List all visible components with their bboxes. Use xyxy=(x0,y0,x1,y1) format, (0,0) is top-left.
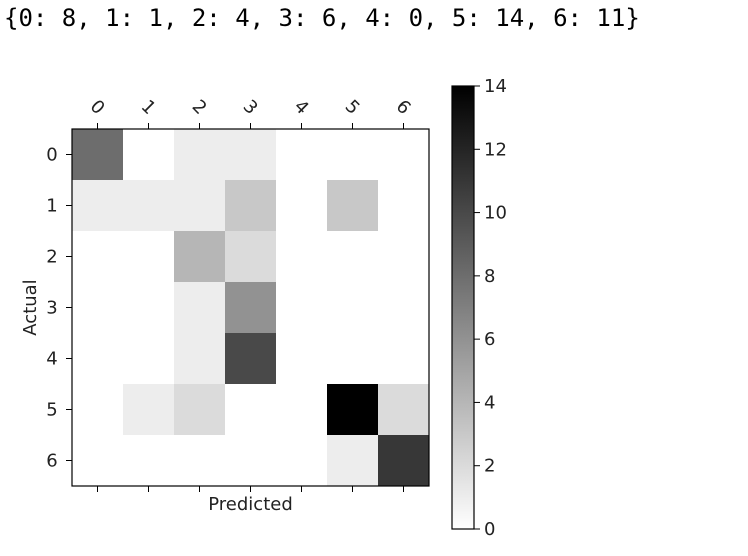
heatmap-cell xyxy=(72,231,123,282)
heatmap-cell xyxy=(276,282,327,333)
heatmap-cell xyxy=(225,282,276,333)
heatmap-cell xyxy=(174,129,225,180)
heatmap-cell xyxy=(225,384,276,435)
x-axis-label: Predicted xyxy=(208,494,293,515)
heatmap-cell xyxy=(378,282,429,333)
heatmap-cell xyxy=(174,231,225,282)
heatmap-cell xyxy=(225,333,276,384)
heatmap-cell xyxy=(327,384,378,435)
colorbar-tick-label: 4 xyxy=(484,392,495,413)
output-dict-text: {0: 8, 1: 1, 2: 4, 3: 6, 4: 0, 5: 14, 6:… xyxy=(4,4,640,32)
y-tick-marks xyxy=(66,154,72,461)
heatmap-cell xyxy=(72,180,123,231)
heatmap-cell xyxy=(72,333,123,384)
colorbar-tick-label: 6 xyxy=(484,329,495,350)
heatmap-cell xyxy=(72,384,123,435)
heatmap-cell xyxy=(276,231,327,282)
heatmap-cell xyxy=(123,129,174,180)
heatmap-cell xyxy=(123,282,174,333)
heatmap-cell xyxy=(174,384,225,435)
colorbar-tick-label: 0 xyxy=(484,519,495,540)
heatmap-cell xyxy=(225,180,276,231)
colorbar-gradient xyxy=(451,85,475,530)
heatmap-cell xyxy=(378,435,429,486)
x-tick-labels: 0 1 2 3 4 5 6 xyxy=(86,96,415,119)
colorbar-tick-label: 2 xyxy=(484,456,495,477)
heatmap-cell xyxy=(225,231,276,282)
heatmap-cell xyxy=(327,333,378,384)
heatmap-cell xyxy=(276,333,327,384)
heatmap-cell xyxy=(378,180,429,231)
colorbar: 0 2 4 6 8 10 12 14 xyxy=(451,76,507,540)
heatmap-cell xyxy=(276,180,327,231)
heatmap-cell xyxy=(327,180,378,231)
heatmap-cell xyxy=(123,180,174,231)
x-tick-label: 1 xyxy=(137,96,160,119)
colorbar-tick-label: 8 xyxy=(484,266,495,287)
heatmap-cell xyxy=(276,435,327,486)
heatmap-cell xyxy=(123,333,174,384)
heatmap-cell xyxy=(327,231,378,282)
x-tick-marks xyxy=(97,123,404,492)
heatmap-cell xyxy=(276,384,327,435)
heatmap-cell xyxy=(378,384,429,435)
heatmap-cell xyxy=(327,435,378,486)
y-tick-label: 1 xyxy=(46,196,57,217)
heatmap-cells xyxy=(72,129,429,486)
y-axis-label: Actual xyxy=(20,279,41,335)
heatmap-cell xyxy=(378,333,429,384)
x-tick-label: 2 xyxy=(188,96,211,119)
heatmap-cell xyxy=(174,333,225,384)
heatmap-cell xyxy=(225,435,276,486)
y-tick-labels: 0 1 2 3 4 5 6 xyxy=(46,145,57,472)
heatmap-cell xyxy=(327,129,378,180)
heatmap-cell xyxy=(123,231,174,282)
x-tick-label: 0 xyxy=(86,96,109,119)
colorbar-tick-label: 14 xyxy=(484,76,507,97)
heatmap-cell xyxy=(174,435,225,486)
heatmap-cell xyxy=(174,282,225,333)
x-tick-label: 6 xyxy=(392,96,415,119)
heatmap-cell xyxy=(225,129,276,180)
heatmap-cell xyxy=(72,282,123,333)
x-tick-label: 5 xyxy=(341,96,364,119)
heatmap-cell xyxy=(276,129,327,180)
heatmap-cell xyxy=(72,435,123,486)
heatmap-cell xyxy=(123,384,174,435)
heatmap-cell xyxy=(327,282,378,333)
heatmap-cell xyxy=(174,180,225,231)
colorbar-tick-label: 12 xyxy=(484,139,507,160)
heatmap-cell xyxy=(378,129,429,180)
heatmap-cell xyxy=(378,231,429,282)
y-tick-label: 2 xyxy=(46,247,57,268)
y-tick-label: 4 xyxy=(46,349,57,370)
x-tick-label: 4 xyxy=(290,96,313,119)
heatmap-cell xyxy=(72,129,123,180)
y-tick-label: 5 xyxy=(46,400,57,421)
y-tick-label: 3 xyxy=(46,298,57,319)
y-tick-label: 0 xyxy=(46,145,57,166)
heatmap-cell xyxy=(123,435,174,486)
y-tick-label: 6 xyxy=(46,451,57,472)
colorbar-tick-label: 10 xyxy=(484,203,507,224)
x-tick-label: 3 xyxy=(239,96,262,119)
